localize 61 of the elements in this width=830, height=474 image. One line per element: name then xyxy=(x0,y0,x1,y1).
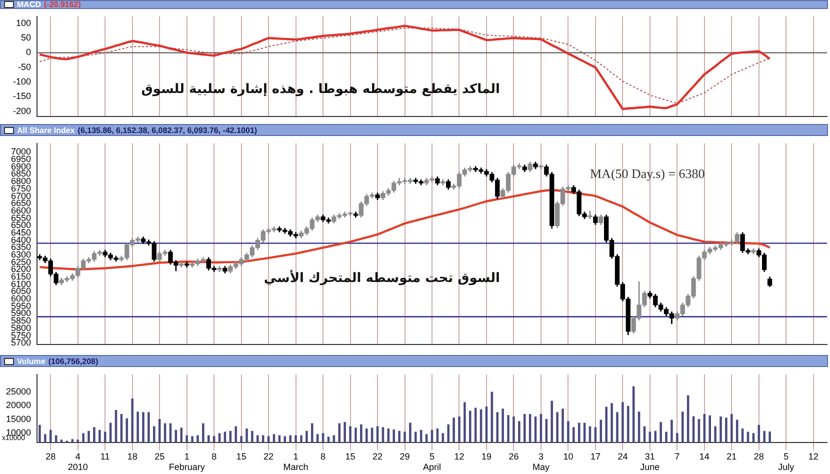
x-tick-label: 4 2010 xyxy=(68,451,88,472)
x-tick-label: 11 xyxy=(100,451,110,462)
x-tick-label: 12 xyxy=(808,451,818,462)
x-tick-label: 28 xyxy=(46,451,56,462)
y-tick-label: 7000 xyxy=(10,146,31,157)
x-tick-label: 12 xyxy=(454,451,464,462)
x-tick-label: 29 xyxy=(400,451,410,462)
x-tick-label: 7 xyxy=(674,451,680,462)
x-tick-label: 15 xyxy=(345,451,356,462)
annotation: السوق تحت متوسطه المتحرك الأسي xyxy=(264,269,500,286)
x-tick-label: 21 xyxy=(726,451,737,462)
x-tick-label: 1 March xyxy=(283,451,308,472)
x-tick-label: 19 xyxy=(481,451,492,462)
annotation: الماكد يقطع متوسطه هبوطا . وهذه إشارة سلبية للسوق xyxy=(141,82,500,97)
y-tick-label: 25000 xyxy=(6,386,31,397)
x-tick-label: 8 xyxy=(212,451,217,462)
y-tick-label: 6850 xyxy=(10,168,31,179)
y-tick-label: 6050 xyxy=(10,286,31,296)
x-tick-label: 22 xyxy=(372,451,383,462)
chart-subtitle: (-20.9162) xyxy=(44,0,81,9)
y-tick-label: 6200 xyxy=(10,264,31,274)
x-tick-label: 8 xyxy=(320,451,326,462)
x-tick-label: 22 xyxy=(264,451,274,462)
x-tick-label: 5 July xyxy=(778,451,795,472)
x-tick-label: 10 xyxy=(563,451,574,462)
y-tick-label: 6400 xyxy=(10,234,31,245)
chart-subtitle: (106,756,208) xyxy=(48,356,98,366)
y-tick-label: 5900 xyxy=(10,308,31,318)
x-tick-label: 31 June xyxy=(640,451,660,472)
x-tick-label: 26 xyxy=(508,451,519,462)
y-tick-label: 20000 xyxy=(6,400,31,410)
y-tick-label: 6550 xyxy=(10,212,31,223)
x-tick-label: 5 April xyxy=(422,451,442,472)
chart-title: MACD xyxy=(17,0,41,9)
x-tick-label: 18 xyxy=(127,451,138,462)
y-tick-label: 0 xyxy=(26,47,31,58)
y-tick-label: 5750 xyxy=(10,330,31,340)
x-tick-label: 3 May xyxy=(532,451,550,472)
x-tick-label: 14 xyxy=(699,451,710,462)
y-tick-label: -50 xyxy=(18,62,31,72)
x-tick-label: 25 xyxy=(154,451,165,462)
y-tick-label: -100 xyxy=(12,76,31,87)
chart-title: Volume xyxy=(17,356,46,366)
y-tick-label: 15000 xyxy=(6,414,31,424)
y-tick-label: -200 xyxy=(12,106,31,116)
chart-title: All Share Index xyxy=(17,126,75,134)
annotation: MA(50 Day.s) = 6380 xyxy=(590,166,705,181)
x-tick-label: 15 xyxy=(236,451,246,462)
x-tick-label: 1 February xyxy=(168,451,206,472)
y-tick-label: 100 xyxy=(16,18,31,28)
y-tick-label: 50 xyxy=(20,32,31,43)
x-tick-label: 28 xyxy=(754,451,764,462)
y-tick-label: 6700 xyxy=(10,190,31,201)
x-tick-label: 24 xyxy=(618,451,628,462)
chart-subtitle: (6,135.86, 6,152.38, 6,082.37, 6,093.76, -42.1001) xyxy=(78,126,258,134)
y-tick-label: 5700 xyxy=(10,338,31,348)
x-tick-label: 17 xyxy=(590,451,600,462)
y-tick-label: 6300 xyxy=(10,250,31,260)
y-tick-label: -150 xyxy=(12,91,31,102)
y-tick-label: 6250 xyxy=(10,256,31,267)
y-tick-label: 6350 xyxy=(10,242,31,252)
